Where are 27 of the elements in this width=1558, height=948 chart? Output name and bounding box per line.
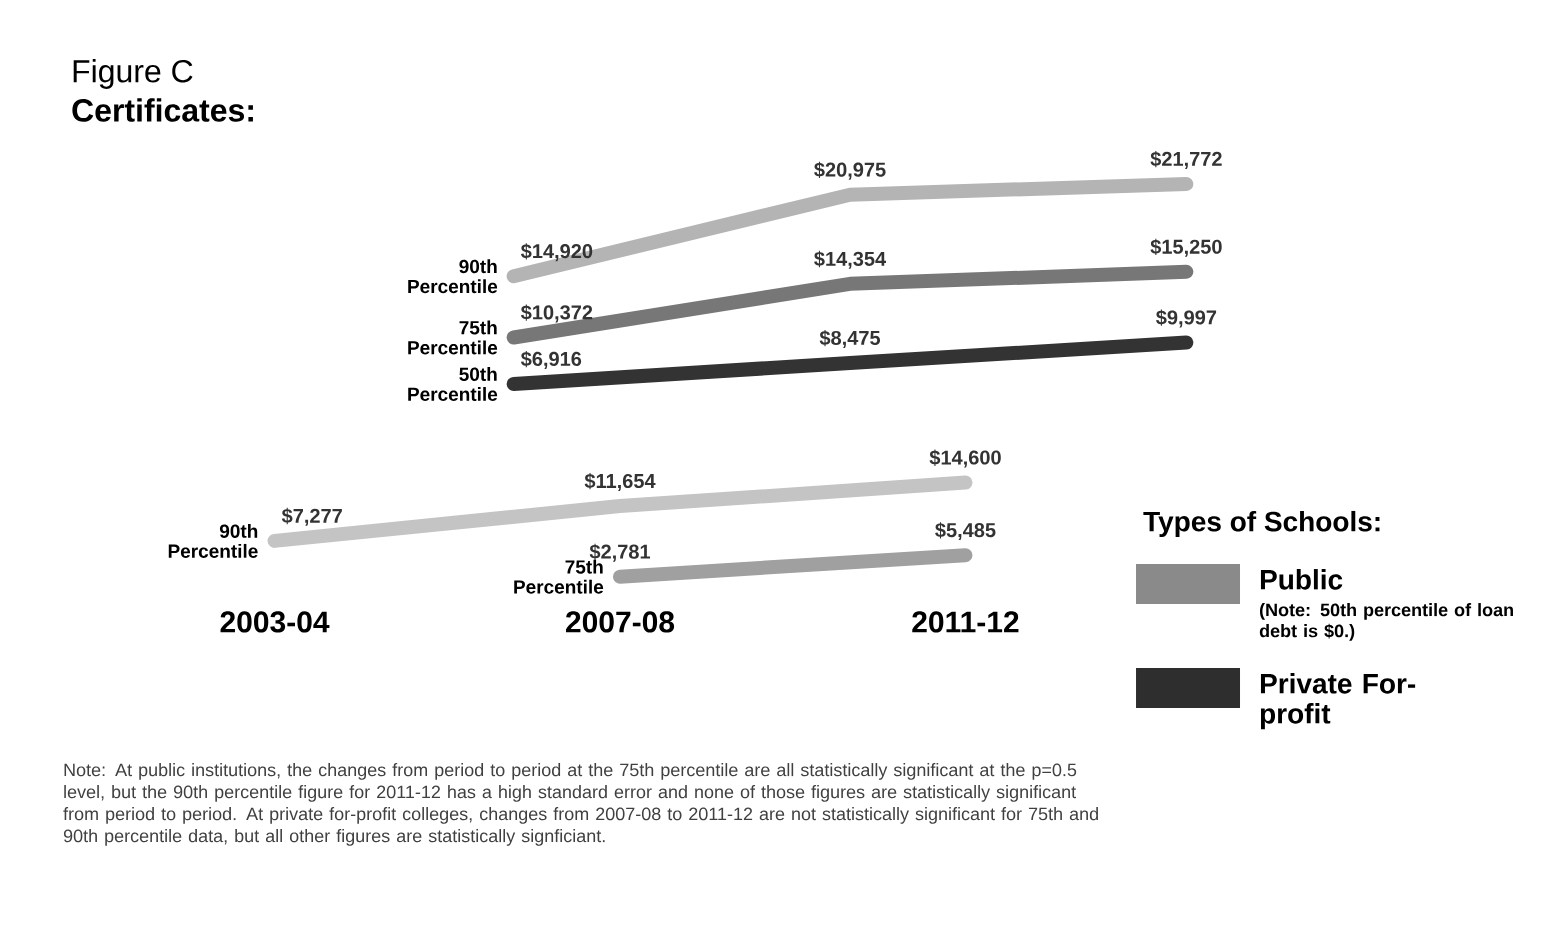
- series-label: 75th Percentile: [408, 320, 498, 355]
- data-label: $10,372: [520, 304, 593, 323]
- series-label: 90th Percentile: [168, 523, 258, 558]
- data-label: $5,485: [935, 522, 996, 541]
- chart-subtitle: Certificates:: [72, 98, 253, 122]
- text: Note: At public institutions, the changes from period to period at the 75th percentile are all statistically significant at the p=0.5 level, but the 90th percentile figure for 2011-12 has a high standard error and none of those figures are statistically significant from period to period. At private for-profit colleges, changes from 2007-08 to 2011-12 are not statistically significant for 75th and 90th percentile data, but all other figures are statistically signficiant.: [63, 763, 1098, 846]
- data-label: $15,250: [1150, 238, 1222, 257]
- category-label: Private For-profit: [1260, 673, 1416, 730]
- data-label: $14,600: [929, 449, 1001, 468]
- category-label: Public: [1260, 569, 1343, 590]
- data-label: $8,475: [819, 329, 881, 348]
- data-label: $21,772: [1150, 150, 1222, 169]
- text: Types of Schools:: [1143, 510, 1380, 538]
- data-label: $14,354: [814, 250, 887, 269]
- chart-title: Figure C: [73, 59, 193, 89]
- data-label: $9,997: [1156, 309, 1217, 328]
- data-label: $7,277: [281, 507, 342, 526]
- text: (Note: 50th percentile of loan debt is $0.): [1259, 603, 1513, 641]
- series-label: 50th Percentile: [408, 367, 498, 401]
- data-label: $6,916: [520, 350, 582, 369]
- series-label: 90th Percentile: [408, 259, 498, 294]
- x-tick-label: 2011-12: [912, 611, 1019, 633]
- data-label: $11,654: [584, 473, 656, 491]
- data-label: $14,920: [520, 243, 593, 262]
- data-label: $20,975: [814, 161, 886, 180]
- x-tick-label: 2007-08: [565, 611, 675, 633]
- x-tick-label: 2003-04: [220, 611, 330, 633]
